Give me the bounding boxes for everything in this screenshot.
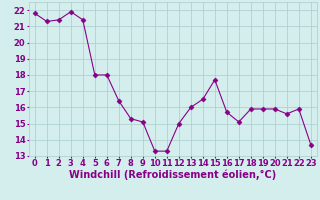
X-axis label: Windchill (Refroidissement éolien,°C): Windchill (Refroidissement éolien,°C)	[69, 170, 276, 180]
